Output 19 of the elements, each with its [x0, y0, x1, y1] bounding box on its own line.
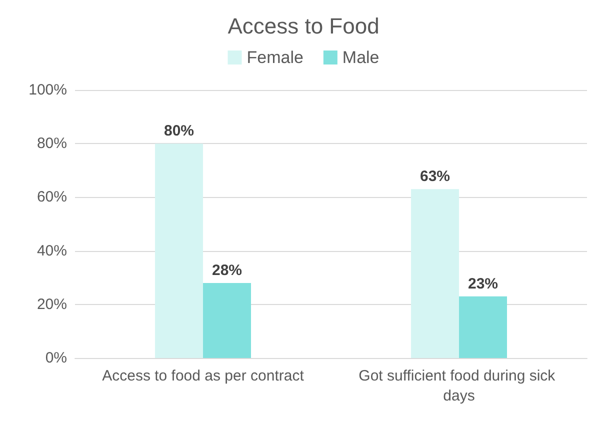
data-label: 28% [212, 262, 242, 279]
x-tick-label: Access to food as per contract [102, 368, 305, 384]
y-tick-label: 40% [36, 242, 67, 260]
y-tick-label: 80% [36, 135, 67, 152]
data-label: 80% [164, 122, 194, 140]
legend-label: Male [342, 48, 380, 67]
y-tick-label: 0% [45, 350, 67, 366]
x-tick-label: Got sufficient food during sick days [358, 368, 560, 404]
data-label: 23% [468, 275, 498, 292]
y-tick-label: 100% [28, 82, 67, 98]
y-tick-label: 60% [36, 188, 67, 206]
chart-title: Access to Food [228, 14, 380, 38]
legend-label: Female [246, 48, 304, 67]
y-tick-label: 20% [36, 296, 67, 313]
bar [155, 144, 203, 358]
data-label: 63% [420, 168, 450, 186]
bar [459, 296, 507, 358]
bar [203, 282, 251, 358]
bar [411, 189, 459, 358]
